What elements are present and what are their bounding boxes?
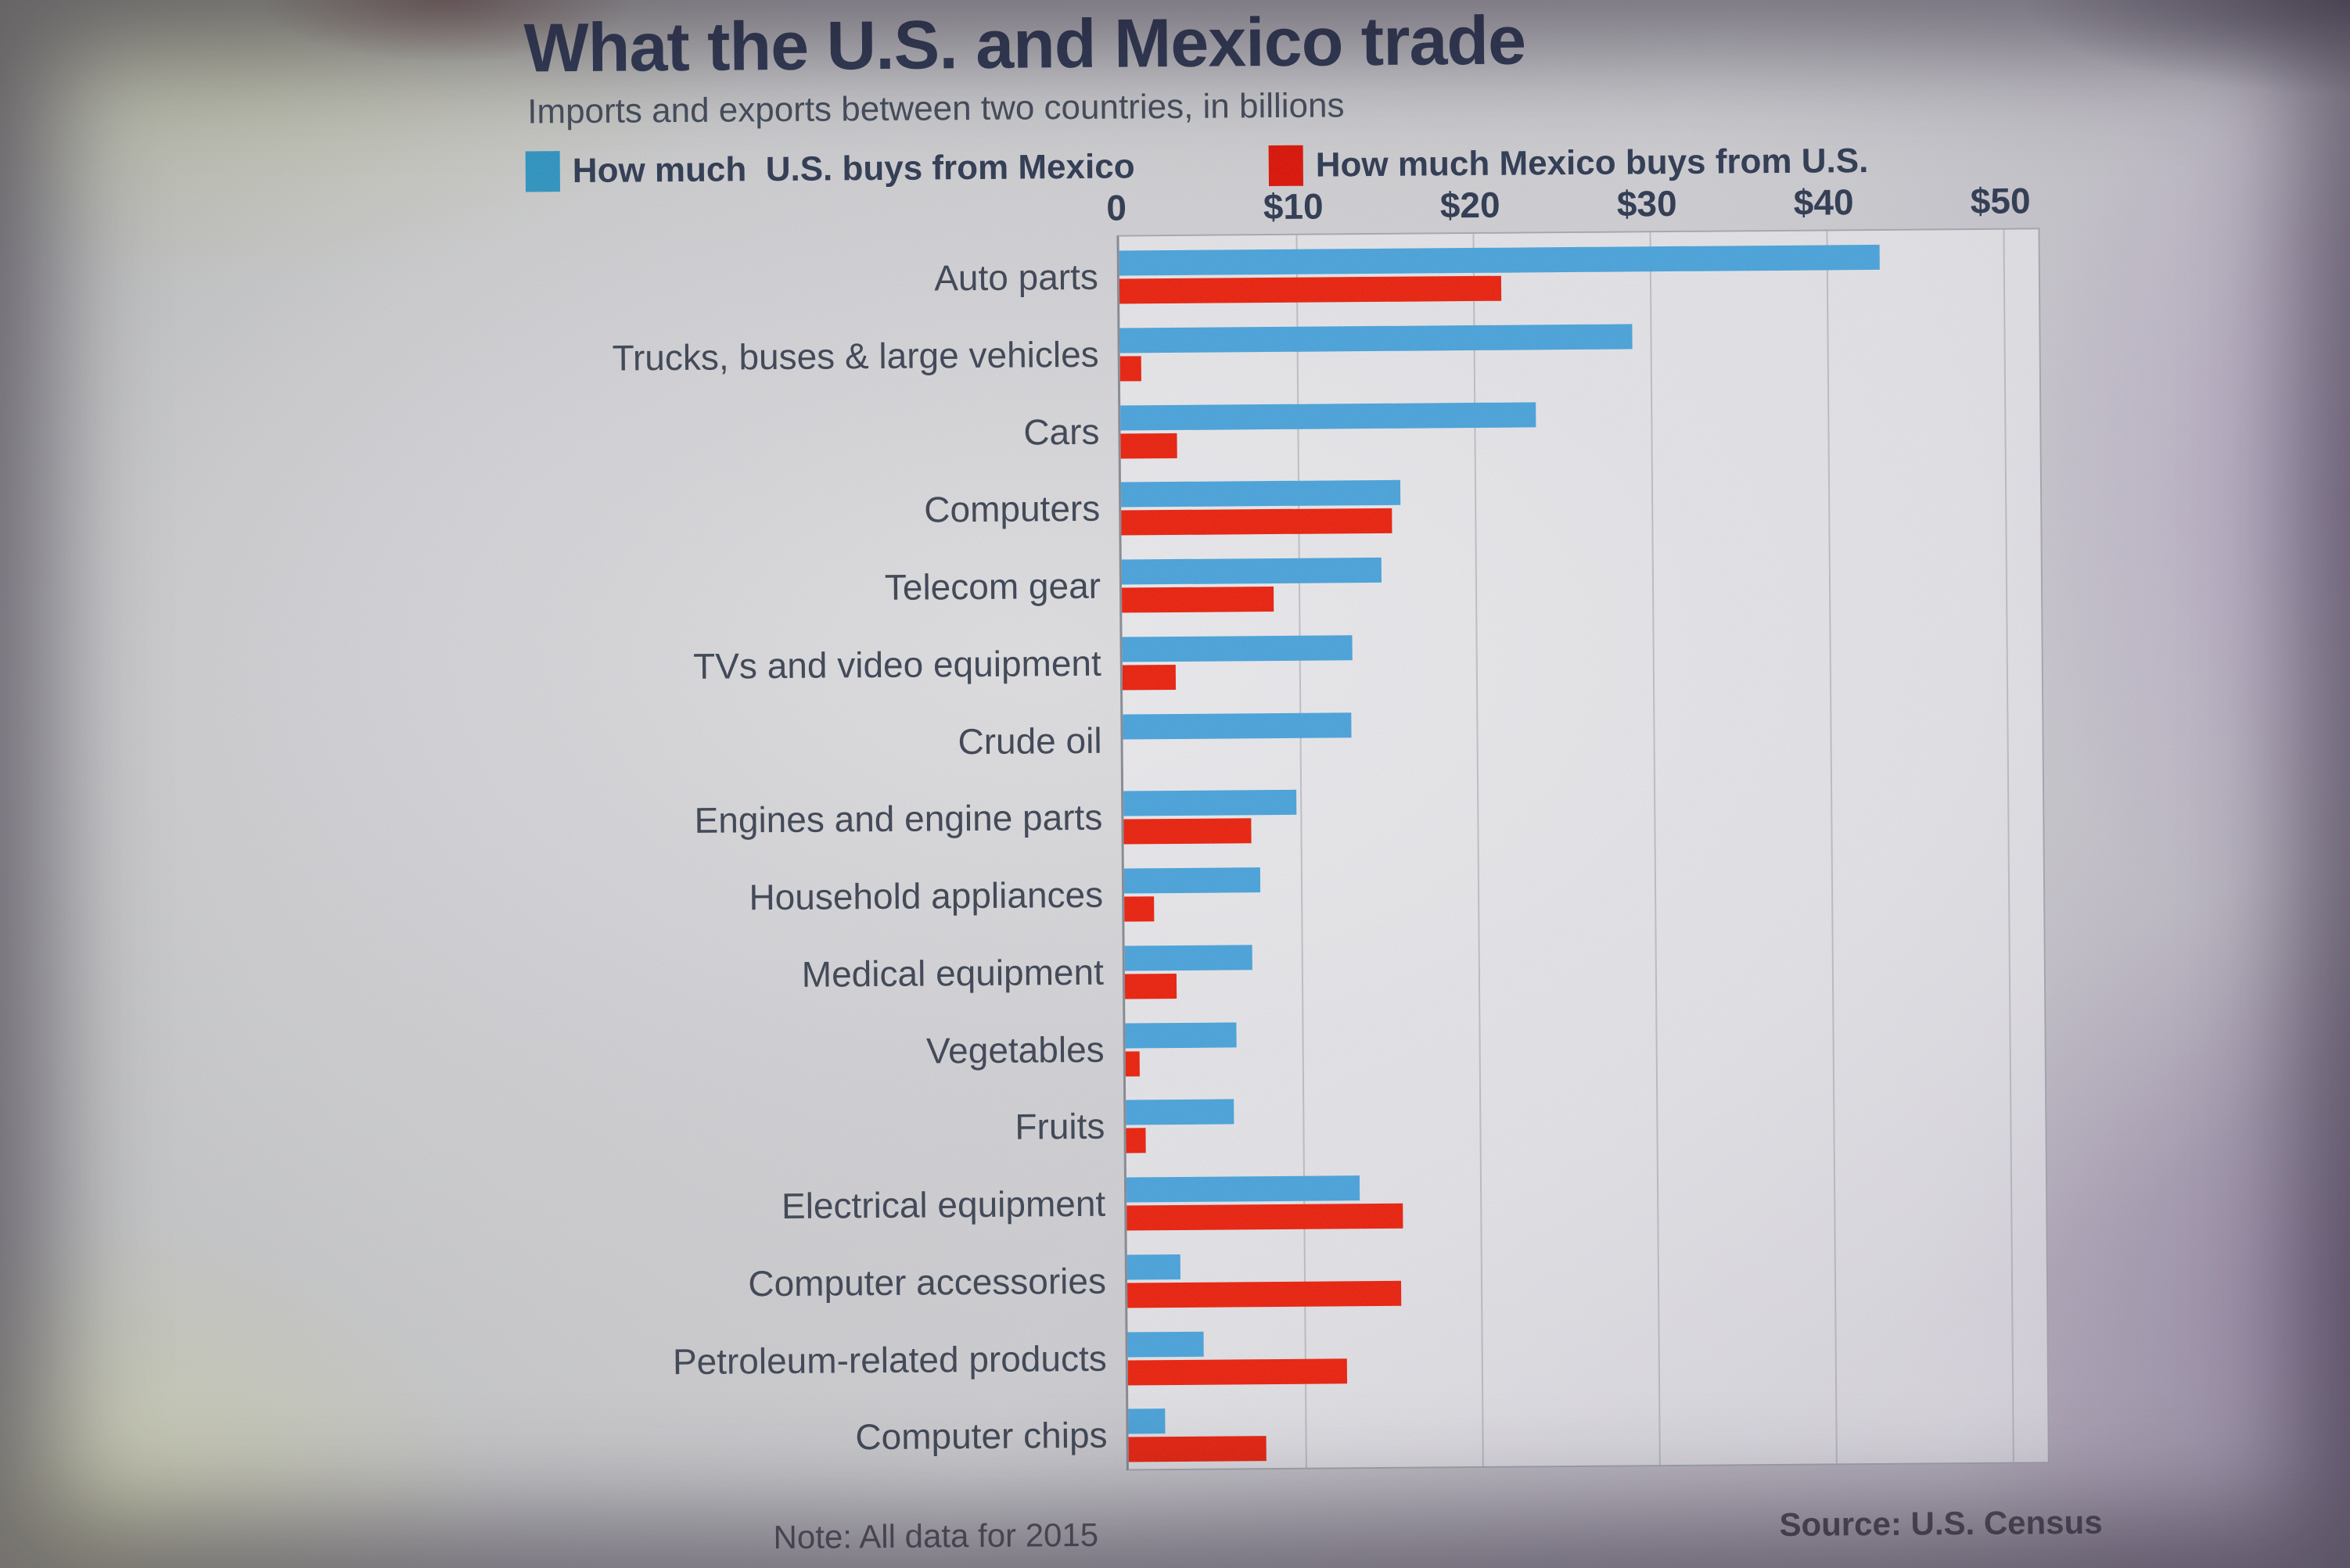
legend-label-mexico-buys: How much Mexico buys from U.S. — [1315, 142, 1869, 185]
bar-mexico-buys-from-us — [1122, 664, 1176, 691]
x-axis-tick: $30 — [1616, 182, 1677, 224]
category-label: Computers — [924, 487, 1101, 530]
bar-mexico-buys-from-us — [1119, 275, 1502, 304]
x-axis-tick: $10 — [1263, 185, 1324, 228]
bar-mexico-buys-from-us — [1124, 973, 1177, 999]
bar-us-buys-from-mexico — [1120, 479, 1401, 508]
bar-mexico-buys-from-us — [1120, 432, 1178, 459]
category-label: Electrical equipment — [781, 1182, 1106, 1226]
bar-us-buys-from-mexico — [1120, 401, 1536, 431]
bar-us-buys-from-mexico — [1126, 1254, 1180, 1280]
bar-mexico-buys-from-us — [1127, 1280, 1402, 1308]
x-axis-tick: 0 — [1106, 187, 1127, 228]
bar-us-buys-from-mexico — [1119, 244, 1880, 276]
category-labels: Auto parts Trucks, buses & large vehicles… — [0, 235, 1108, 1480]
legend-label-us-buys: How much U.S. buys from Mexico — [572, 147, 1135, 191]
category-label: Medical equipment — [801, 951, 1105, 995]
footnote: Note: All data for 2015 — [773, 1516, 1099, 1556]
bar-mexico-buys-from-us — [1122, 586, 1274, 613]
bar-mexico-buys-from-us — [1124, 896, 1155, 922]
bar-us-buys-from-mexico — [1126, 1099, 1234, 1125]
x-axis-tick: $40 — [1793, 181, 1854, 223]
bar-us-buys-from-mexico — [1127, 1331, 1204, 1357]
category-label: Telecom gear — [884, 565, 1101, 608]
bar-mexico-buys-from-us — [1123, 818, 1252, 845]
bar-us-buys-from-mexico — [1124, 944, 1252, 971]
bar-us-buys-from-mexico — [1119, 324, 1633, 353]
category-label: Auto parts — [934, 256, 1099, 299]
legend-swatch-red-icon — [1268, 145, 1303, 187]
bar-us-buys-from-mexico — [1121, 557, 1382, 585]
bar-mexico-buys-from-us — [1127, 1358, 1348, 1385]
chart-subtitle: Imports and exports between two countrie… — [527, 86, 1345, 131]
bar-us-buys-from-mexico — [1123, 712, 1352, 740]
gridline — [1826, 231, 1838, 1464]
category-label: Crude oil — [958, 719, 1102, 762]
gridline — [2003, 229, 2014, 1462]
bar-us-buys-from-mexico — [1125, 1021, 1238, 1049]
bar-us-buys-from-mexico — [1126, 1175, 1360, 1203]
bar-us-buys-from-mexico — [1128, 1408, 1166, 1434]
category-label: Fruits — [1015, 1105, 1105, 1147]
bar-us-buys-from-mexico — [1123, 790, 1297, 816]
category-label: Cars — [1023, 411, 1100, 453]
category-label: Trucks, buses & large vehicles — [612, 333, 1099, 379]
category-label: Computer accessories — [748, 1260, 1107, 1304]
category-label: TVs and video equipment — [692, 642, 1101, 687]
category-label: Petroleum-related products — [672, 1337, 1107, 1382]
category-label: Computer chips — [855, 1414, 1108, 1458]
bar-mexico-buys-from-us — [1125, 1050, 1141, 1077]
source-credit: Source: U.S. Census — [1779, 1503, 2103, 1543]
x-axis-tick: $20 — [1439, 184, 1500, 226]
plot-area — [1116, 228, 2050, 1471]
category-label: Engines and engine parts — [694, 796, 1103, 841]
category-label: Vegetables — [925, 1028, 1105, 1071]
bar-mexico-buys-from-us — [1121, 508, 1392, 536]
category-label: Household appliances — [749, 874, 1104, 918]
bar-mexico-buys-from-us — [1128, 1436, 1267, 1462]
x-axis-tick: $50 — [1970, 180, 2031, 221]
bar-mexico-buys-from-us — [1119, 356, 1142, 382]
legend-swatch-blue-icon — [525, 151, 561, 192]
bar-us-buys-from-mexico — [1122, 634, 1353, 662]
bar-mexico-buys-from-us — [1126, 1203, 1403, 1231]
gridline — [1649, 232, 1661, 1466]
bar-us-buys-from-mexico — [1123, 867, 1261, 894]
bar-mexico-buys-from-us — [1126, 1128, 1146, 1154]
chart-title: What the U.S. and Mexico trade — [523, 1, 1526, 87]
